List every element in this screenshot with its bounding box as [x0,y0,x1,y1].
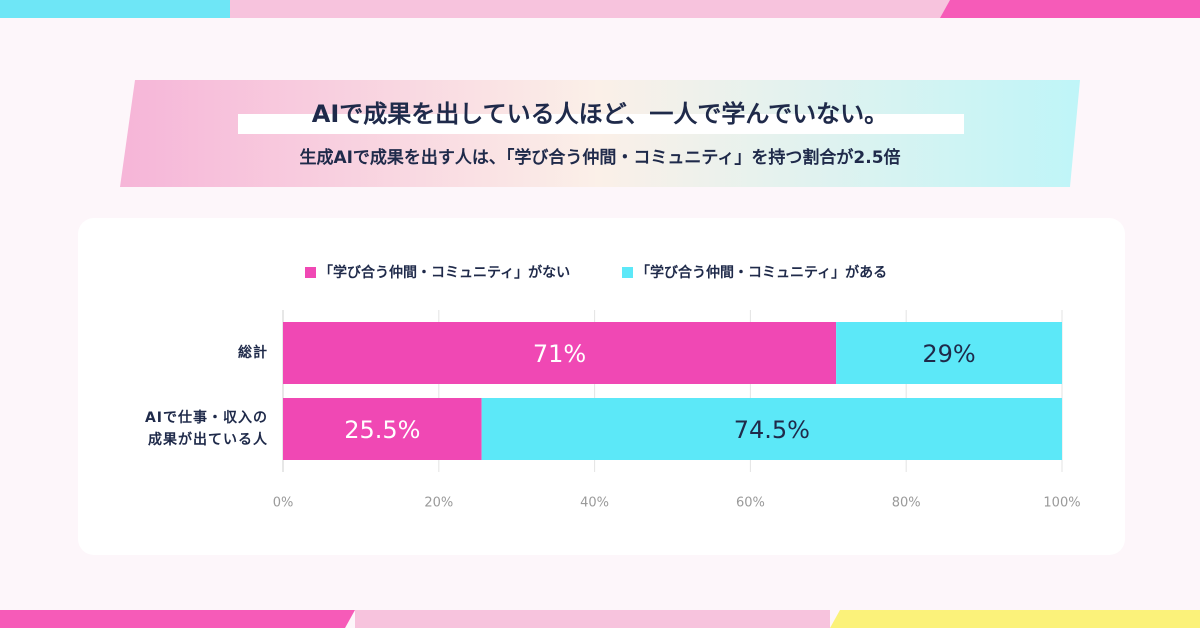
chart-subtitle: 生成AIで成果を出す人は、「学び合う仲間・コミュニティ」を持つ割合が2.5倍 [299,147,900,168]
data-label: 74.5% [734,416,810,444]
legend-swatch [622,267,633,278]
legend-label: 「学び合う仲間・コミュニティ」がない [319,264,570,281]
data-label: 29% [922,340,975,368]
bar-segment [283,322,837,384]
bar-segment [283,398,482,460]
bar-segment [836,322,1062,384]
chart-title: AIで成果を出している人ほど、一人で学んでいない。 [312,100,888,128]
data-label: 71% [533,340,586,368]
legend-swatch [305,267,316,278]
x-tick-label: 100% [1043,496,1080,511]
x-tick-label: 20% [424,496,453,511]
y-tick-label: AIで仕事・収入の 成果が出ている人 [144,410,268,448]
deco-strip [940,0,1200,18]
x-tick-label: 60% [736,496,765,511]
bar-segment [481,398,1062,460]
x-tick-label: 0% [273,496,294,511]
title-highlight [238,114,964,134]
x-tick-label: 40% [580,496,609,511]
x-tick-label: 80% [892,496,921,511]
deco-strip [830,610,1200,628]
card [78,218,1125,555]
data-label: 25.5% [344,416,420,444]
deco-strip [230,0,950,18]
y-tick-label: 総計 [238,345,268,361]
deco-strip [0,0,230,18]
legend-label: 「学び合う仲間・コミュニティ」がある [636,264,887,281]
deco-strip [0,610,355,628]
deco-strip [355,610,830,628]
